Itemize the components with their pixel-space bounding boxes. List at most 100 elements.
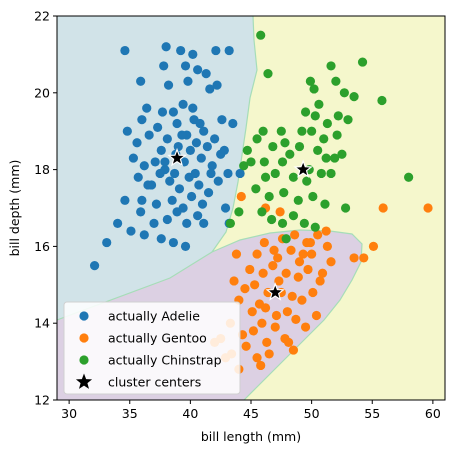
data-point (155, 168, 165, 179)
data-point (240, 284, 250, 294)
cluster-center-star (167, 147, 187, 167)
data-point (286, 245, 296, 255)
x-tick-label: 45 (243, 406, 259, 421)
data-point (281, 268, 291, 278)
data-point (264, 349, 274, 359)
data-point (309, 84, 319, 94)
data-point (194, 180, 204, 190)
data-point (151, 199, 162, 209)
data-point (276, 126, 286, 136)
data-point (339, 88, 349, 98)
data-point (248, 326, 259, 336)
data-point (297, 295, 307, 305)
data-point (267, 214, 277, 225)
legend: actually Adelie actually Gentoo actually C… (63, 301, 241, 395)
data-point (270, 168, 280, 179)
data-point (291, 314, 301, 324)
data-point (167, 195, 177, 205)
data-point (313, 145, 323, 155)
data-point (213, 176, 223, 186)
data-point (231, 249, 242, 259)
data-point (317, 268, 328, 278)
legend-marker (75, 373, 93, 389)
data-point (290, 230, 300, 240)
data-point (193, 65, 203, 75)
data-point (322, 241, 332, 251)
data-point (220, 203, 231, 213)
data-point (137, 115, 147, 125)
data-point (235, 168, 245, 179)
data-point (264, 191, 274, 202)
data-point (190, 168, 200, 179)
data-point (331, 76, 341, 86)
data-point (333, 111, 343, 121)
data-point (128, 153, 138, 163)
data-point (199, 218, 209, 228)
y-tick-label: 18 (34, 162, 50, 177)
data-point (293, 195, 303, 205)
data-point (212, 80, 222, 90)
data-point (159, 61, 169, 71)
data-point (282, 307, 292, 317)
data-point (173, 141, 183, 152)
data-point (281, 234, 291, 244)
data-point (256, 360, 266, 371)
data-point (307, 249, 317, 259)
data-point (330, 153, 340, 163)
series-actually-gentoo (210, 191, 433, 374)
data-point (178, 99, 188, 109)
legend-box (63, 301, 241, 395)
data-point (303, 264, 313, 275)
data-point (297, 126, 307, 136)
data-point (199, 126, 209, 136)
y-tick-label: 22 (34, 9, 50, 24)
data-point (285, 149, 295, 159)
data-point (314, 99, 324, 109)
data-point (225, 218, 235, 228)
data-point (191, 138, 202, 148)
data-point (311, 310, 322, 321)
data-point (182, 218, 192, 228)
data-point (165, 176, 175, 186)
x-tick-label: 40 (182, 406, 198, 421)
legend-marker (79, 311, 89, 321)
data-point (280, 138, 290, 148)
data-point (294, 257, 305, 267)
data-point (279, 188, 289, 198)
data-point (211, 45, 221, 56)
data-point (277, 157, 288, 167)
data-point (207, 161, 217, 171)
data-point (172, 207, 182, 217)
data-point (423, 203, 433, 213)
data-point (321, 153, 331, 163)
data-point (236, 191, 246, 202)
data-point (239, 161, 249, 171)
data-point (143, 180, 153, 190)
data-point (133, 172, 143, 182)
data-point (343, 115, 353, 125)
series-actually-chinstrap (225, 30, 414, 244)
legend-label: cluster centers (108, 375, 201, 390)
data-point (300, 322, 311, 332)
data-point (320, 199, 330, 209)
data-point (241, 341, 251, 351)
data-point (206, 168, 216, 179)
data-point (316, 168, 326, 179)
data-point (258, 126, 268, 136)
data-point (259, 237, 269, 248)
data-point (176, 45, 186, 56)
data-point (234, 207, 244, 217)
y-tick-label: 20 (34, 85, 50, 100)
data-point (252, 353, 262, 363)
data-point (122, 126, 132, 136)
data-point (136, 207, 146, 217)
data-point (315, 276, 325, 286)
data-point (126, 226, 136, 236)
data-point (298, 249, 308, 259)
x-axis-ticks: 30 35 40 45 50 55 60 (61, 400, 441, 421)
data-point (258, 268, 268, 278)
data-point (153, 122, 163, 132)
data-point (242, 145, 252, 155)
data-point (205, 84, 215, 94)
